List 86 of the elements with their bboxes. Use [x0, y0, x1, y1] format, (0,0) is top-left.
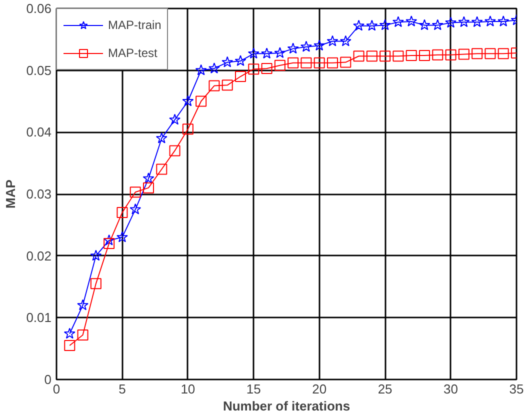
y-tick-label: 0.06: [26, 1, 52, 16]
point: [380, 50, 391, 62]
x-tick-label: 35: [509, 382, 524, 396]
point: [222, 80, 233, 91]
point: [116, 231, 128, 242]
point: [156, 132, 168, 144]
point: [340, 56, 352, 68]
point: [208, 80, 220, 92]
point: [419, 50, 430, 61]
point: [208, 62, 220, 74]
point: [248, 64, 260, 75]
point: [116, 207, 128, 218]
point: [130, 203, 142, 214]
point: [64, 340, 76, 351]
point: [130, 186, 141, 198]
point: [300, 57, 312, 68]
point: [471, 16, 483, 28]
point: [261, 48, 273, 59]
point: [169, 145, 180, 156]
point: [472, 48, 483, 60]
point: [261, 62, 272, 74]
point: [288, 57, 299, 68]
x-tick-label: 10: [180, 382, 196, 396]
point: [77, 329, 88, 340]
point: [234, 55, 246, 66]
point: [353, 20, 365, 31]
point: [287, 42, 299, 54]
point: [498, 48, 509, 60]
point: [314, 40, 326, 51]
point: [379, 19, 391, 30]
point: [77, 299, 89, 310]
point: [445, 49, 456, 60]
point: [327, 57, 338, 68]
y-tick-label: 0.01: [26, 310, 52, 326]
point: [392, 50, 404, 62]
point: [432, 19, 444, 30]
x-axis-title: Number of iterations: [222, 398, 350, 414]
legend-label: MAP-test: [108, 46, 158, 60]
point: [90, 278, 102, 290]
point: [432, 49, 444, 60]
point: [156, 164, 168, 175]
point: [248, 48, 260, 59]
point: [142, 172, 154, 184]
point: [445, 16, 457, 28]
point: [326, 35, 338, 46]
point: [274, 60, 286, 71]
point: [406, 50, 417, 61]
point: [418, 19, 430, 30]
x-tick-label: 5: [118, 382, 126, 396]
y-tick-label: 0.03: [26, 186, 52, 202]
y-tick-label: 0: [44, 372, 52, 387]
point: [103, 234, 115, 246]
x-tick-label: 25: [378, 382, 392, 396]
point: [195, 64, 207, 76]
point: [484, 15, 496, 26]
point: [64, 328, 76, 339]
point: [274, 47, 286, 58]
point: [222, 56, 234, 68]
point: [392, 16, 404, 28]
y-tick-label: 0.02: [26, 248, 52, 264]
point: [484, 48, 496, 60]
point: [196, 96, 207, 107]
y-axis-title: MAP: [3, 179, 18, 208]
x-tick-label: 20: [312, 382, 327, 396]
y-tick-label: 0.05: [26, 62, 52, 78]
y-tick-label: 0.04: [26, 124, 52, 140]
x-tick-label: 15: [246, 382, 261, 396]
point: [340, 35, 352, 46]
point: [314, 57, 325, 68]
point: [458, 48, 470, 60]
point: [366, 20, 378, 31]
legend-label: MAP-train: [108, 18, 162, 32]
point: [169, 114, 181, 125]
point: [235, 71, 246, 82]
point: [104, 238, 115, 249]
point: [406, 15, 418, 26]
point: [182, 95, 194, 106]
point: [366, 50, 378, 62]
point: [90, 250, 102, 261]
point: [143, 182, 154, 194]
point: [182, 124, 194, 135]
point: [300, 40, 312, 52]
x-tick-label: 30: [444, 382, 458, 396]
point: [458, 16, 470, 28]
point: [353, 50, 364, 62]
point: [498, 15, 510, 26]
